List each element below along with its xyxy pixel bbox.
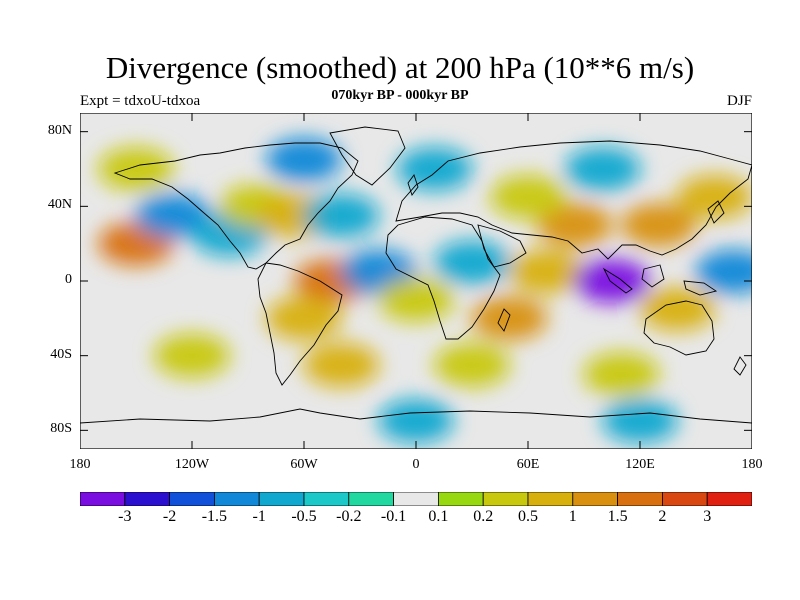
field-region-28 — [378, 399, 454, 443]
colorbar-label: -1 — [252, 508, 266, 525]
x-tick-label: 180 — [741, 457, 763, 472]
coastline-greenland — [329, 126, 406, 186]
colorbar-label: -1.5 — [201, 508, 228, 525]
field-region-9 — [378, 277, 454, 322]
colorbar-swatch-12 — [617, 492, 663, 506]
coastline-north-america — [113, 142, 359, 270]
y-tick-label: 40N — [47, 197, 72, 213]
colorbar-label: 0.2 — [473, 508, 494, 525]
coastline-eurasia — [395, 140, 752, 260]
colorbar-label: 0.1 — [428, 508, 449, 525]
coastline-sumatra — [602, 267, 633, 294]
colorbar-label: -3 — [118, 508, 132, 525]
field-region-10 — [434, 240, 510, 285]
divergence-field — [98, 137, 752, 443]
coastline-borneo — [641, 264, 665, 288]
field-region-11 — [471, 296, 548, 341]
experiment-label: Expt = tdxoU-tdxoa — [80, 93, 201, 109]
coastline-australia — [643, 300, 715, 356]
field-region-7 — [266, 296, 342, 341]
chart-subtitle: 070kyr BP - 000kyr BP — [331, 88, 469, 103]
field-region-17 — [676, 175, 752, 219]
x-tick-label: 60W — [290, 457, 318, 472]
coastlines — [80, 126, 752, 424]
colorbar-swatch-9 — [482, 492, 529, 506]
field-region-19 — [154, 333, 230, 378]
x-tick-label: 60E — [516, 457, 540, 472]
coastline-africa — [385, 216, 501, 340]
colorbar-label: -0.1 — [380, 508, 407, 525]
field-region-24 — [266, 137, 342, 182]
colorbar-label: 0.5 — [518, 508, 538, 525]
colorbar-swatch-14 — [706, 492, 752, 506]
colorbar-label: 2 — [658, 508, 667, 525]
field-region-27 — [490, 175, 566, 219]
y-tick-label: 80N — [47, 122, 72, 138]
field-region-21 — [434, 343, 510, 387]
coastline-antarctica — [80, 408, 752, 424]
colorbar-label: -0.5 — [291, 508, 317, 525]
colorbar-swatch-7 — [393, 492, 439, 506]
x-tick-label: 180 — [69, 457, 91, 472]
colorbar-swatch-6 — [348, 492, 394, 506]
colorbar-label: 3 — [703, 508, 712, 525]
colorbar-swatch-3 — [213, 492, 260, 506]
colorbar-swatch-13 — [662, 492, 708, 506]
field-region-15 — [620, 203, 697, 247]
colorbar-swatch-4 — [258, 492, 305, 506]
field-region-1 — [135, 193, 212, 238]
field-region-13 — [508, 249, 585, 294]
colorbar-swatch-5 — [303, 492, 350, 506]
field-region-26 — [564, 147, 641, 191]
field-region-23 — [98, 147, 174, 191]
field-region-5 — [303, 193, 380, 238]
x-tick-label: 0 — [412, 457, 420, 472]
field-region-14 — [574, 259, 650, 303]
colorbar-label: 1 — [568, 508, 577, 525]
x-tick-label: 120W — [174, 457, 210, 472]
colorbar-swatch-8 — [437, 492, 484, 506]
chart-title: Divergence (smoothed) at 200 hPa (10**6 … — [105, 50, 695, 85]
field-region-20 — [303, 343, 380, 387]
y-tick-label: 40S — [50, 346, 72, 362]
y-tick-label: 80S — [50, 421, 72, 437]
field-region-12 — [536, 203, 613, 247]
colorbar-label: -0.2 — [336, 508, 362, 525]
divergence-map — [80, 113, 752, 449]
coastline-madagascar — [497, 308, 511, 332]
season-label: DJF — [726, 93, 752, 109]
colorbar-swatch-1 — [124, 492, 170, 506]
colorbar-swatch-0 — [80, 492, 126, 506]
colorbar-swatch-10 — [527, 492, 574, 506]
colorbar-swatch-11 — [572, 492, 618, 506]
colorbar-label: -2 — [162, 508, 177, 525]
colorbar — [80, 492, 752, 506]
field-region-22 — [583, 352, 660, 397]
field-region-16 — [639, 287, 716, 331]
coastline-japan — [707, 200, 725, 224]
coastline-south-america — [257, 262, 343, 386]
coastline-uk — [407, 174, 419, 196]
coastline-arabia — [477, 224, 527, 268]
coastline-new-zealand — [733, 356, 747, 376]
field-region-18 — [695, 249, 752, 294]
field-region-29 — [602, 399, 678, 443]
colorbar-label: 1.5 — [607, 508, 628, 525]
y-tick-label: 0 — [65, 272, 72, 287]
x-tick-label: 120E — [625, 457, 655, 472]
axis-ticks — [80, 113, 752, 449]
colorbar-swatch-2 — [169, 492, 215, 506]
coastline-new-guinea — [683, 280, 718, 296]
